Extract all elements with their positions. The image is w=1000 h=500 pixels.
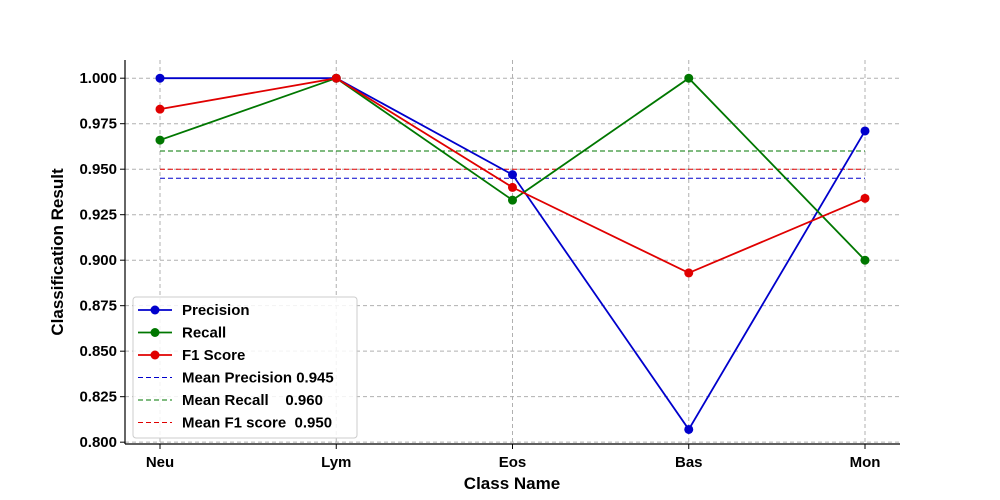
y-tick-label: 0.900 [79,252,117,269]
x-tick-label: Mon [850,454,881,471]
legend-label: F1 Score [182,347,245,364]
y-tick-label: 0.950 [79,161,117,178]
y-tick-label: 0.800 [79,434,117,451]
y-tick-label: 1.000 [79,70,117,87]
data-point [508,195,517,205]
data-point [860,126,870,136]
legend-label: Precision [182,302,250,319]
data-point [860,255,870,265]
legend: Precision Recall F1 Score Mean Precision 0.… [132,296,358,439]
data-point [331,73,341,83]
tick-labels: 0.800 0.825 0.850 0.875 0.900 0.925 0.950 0.975… [79,70,880,471]
legend-swatch-marker [150,328,160,337]
legend-label: Mean Recall 0.960 [182,392,323,409]
data-point [508,170,517,180]
y-axis-title: Classification Result [48,168,67,336]
y-tick-label: 0.925 [79,207,117,224]
x-tick-label: Eos [499,454,527,471]
x-axis-title: Class Name [464,474,560,493]
y-tick-label: 0.825 [79,389,117,406]
data-point [860,193,870,203]
data-point [155,135,165,145]
legend-swatch-marker [150,305,160,315]
x-tick-label: Lym [321,454,351,471]
data-point [684,424,694,434]
data-point [508,182,517,192]
y-tick-label: 0.875 [79,298,117,315]
data-point [684,73,694,83]
data-point [684,268,694,278]
legend-label: Mean F1 score 0.950 [182,415,332,432]
x-tick-label: Neu [146,454,174,471]
x-tick-label: Bas [675,454,703,471]
data-point [155,104,165,114]
y-tick-label: 0.975 [79,116,117,133]
legend-label: Recall [182,325,226,342]
legend-frame [132,296,358,439]
axes [120,60,900,449]
y-tick-label: 0.850 [79,343,117,360]
legend-label: Mean Precision 0.945 [182,370,334,387]
series-lines [155,73,870,434]
legend-swatch-marker [150,350,160,360]
data-point [155,73,165,83]
